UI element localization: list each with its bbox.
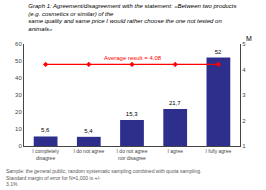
svg-text:0: 0	[18, 143, 22, 149]
svg-text:I do not agreenor disagree: I do not agreenor disagree	[117, 148, 148, 161]
svg-text:20: 20	[15, 109, 22, 115]
svg-text:4: 4	[242, 67, 246, 73]
svg-text:5,6: 5,6	[41, 127, 50, 133]
svg-text:50: 50	[15, 58, 22, 64]
svg-text:I do not agree: I do not agree	[73, 148, 104, 154]
svg-text:40: 40	[15, 75, 22, 81]
svg-text:52: 52	[215, 49, 222, 55]
svg-text:60: 60	[15, 41, 22, 47]
svg-text:2: 2	[242, 118, 246, 124]
svg-text:5: 5	[242, 41, 246, 47]
svg-text:Graph 1: Agreement/disagreemen: Graph 1: Agreement/disagreement with the…	[28, 3, 236, 32]
svg-text:Average result = 4,08: Average result = 4,08	[104, 55, 162, 61]
svg-text:1: 1	[242, 143, 246, 149]
svg-text:5,4: 5,4	[84, 128, 93, 134]
svg-text:30: 30	[15, 92, 22, 98]
svg-text:3: 3	[242, 92, 246, 98]
svg-text:M: M	[246, 35, 252, 42]
svg-text:15,3: 15,3	[126, 111, 138, 117]
svg-text:I fully agree: I fully agree	[205, 148, 231, 154]
svg-text:Sample: the general public; ra: Sample: the general public; random syste…	[6, 168, 201, 187]
svg-text:I agree: I agree	[167, 148, 183, 154]
svg-text:21,7: 21,7	[169, 100, 181, 106]
svg-text:10: 10	[15, 126, 22, 132]
svg-text:I completelydisagree: I completelydisagree	[32, 148, 59, 161]
